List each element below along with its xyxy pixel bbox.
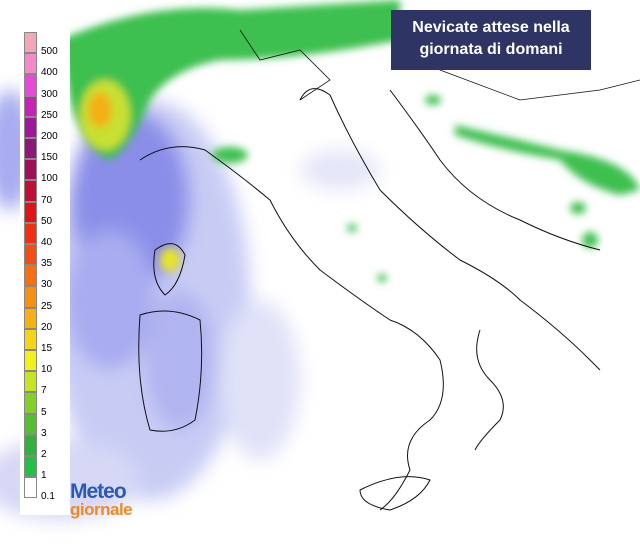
logo: Meteo giornale (70, 480, 154, 519)
legend-swatch (24, 477, 37, 499)
legend-swatch (24, 201, 37, 223)
legend-label: 25 (41, 300, 53, 312)
legend-swatch (24, 53, 37, 75)
legend-label: 1 (41, 470, 47, 482)
legend-swatch (24, 286, 37, 308)
legend-swatch (24, 434, 37, 456)
legend-label: 100 (41, 173, 58, 185)
legend: 500 400 300 250 200 150 100 70 50 40 35 30 25 20 15 10 7… (20, 30, 70, 515)
legend-swatch (24, 32, 37, 54)
legend-label: 250 (41, 109, 58, 121)
legend-swatch (24, 413, 37, 435)
legend-label: 3 (41, 427, 47, 439)
legend-swatch (24, 392, 37, 414)
legend-label: 200 (41, 131, 58, 142)
legend-label: 150 (41, 152, 58, 164)
legend-swatch (24, 138, 37, 160)
legend-swatch (24, 307, 37, 329)
legend-label: 7 (41, 385, 47, 397)
legend-swatch (24, 244, 37, 266)
legend-label: 400 (41, 67, 58, 79)
legend-swatch (24, 116, 37, 138)
logo-line2: giornale (70, 500, 133, 519)
legend-label: 30 (41, 279, 53, 291)
logo-line1: Meteo (70, 480, 127, 503)
snow-heavy (60, 0, 640, 282)
legend-label: 70 (41, 194, 53, 206)
legend-swatch (24, 95, 37, 117)
legend-swatch (24, 371, 37, 393)
legend-label: 40 (41, 237, 53, 248)
legend-swatch (24, 222, 37, 244)
legend-label: 2 (41, 449, 47, 460)
legend-swatch (24, 180, 37, 202)
legend-label: 10 (41, 364, 53, 376)
legend-label: 500 (41, 46, 58, 58)
legend-label: 0.1 (41, 491, 55, 503)
legend-swatch (24, 328, 37, 350)
legend-label: 50 (41, 215, 53, 227)
legend-swatch (24, 350, 37, 372)
legend-label: 20 (41, 321, 53, 333)
legend-label: 300 (41, 88, 58, 100)
legend-swatch (24, 456, 37, 478)
title-line: giornata di domani (419, 41, 563, 58)
legend-swatch (24, 265, 37, 287)
legend-label: 35 (41, 258, 53, 270)
legend-swatch (24, 74, 37, 96)
title-box: Nevicate attese nella giornata di domani (391, 10, 591, 70)
legend-label: 15 (41, 343, 53, 354)
title-line: Nevicate attese nella (412, 19, 570, 36)
legend-swatch (24, 159, 37, 181)
legend-label: 5 (41, 406, 47, 418)
